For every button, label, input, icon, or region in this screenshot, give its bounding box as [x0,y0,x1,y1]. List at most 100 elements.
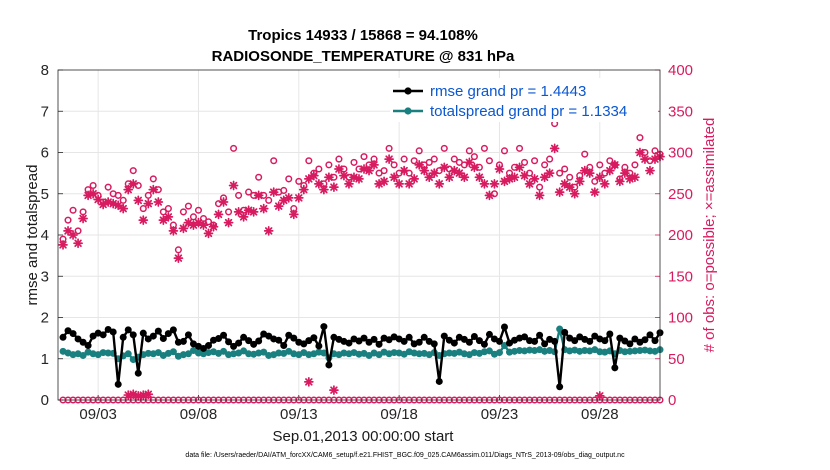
obs-possible-point [144,191,152,199]
obs-assimilated-point-stroke [114,201,122,210]
obs-assimilated-point [253,190,264,201]
obs-assimilated-point [469,162,480,173]
obs-assimilated-point [379,176,389,187]
obs-assimilated-point [620,168,630,178]
obs-assimilated-point [509,172,520,183]
obs-assimilated-point-stroke [510,173,519,181]
rmse-point [230,342,238,350]
obs-possible-point [265,196,273,204]
obs-assimilated-point [444,172,455,183]
y-axis-left-label: rmse and totalspread [24,165,41,306]
obs-possible-point [591,177,599,185]
obs-possible-point [174,246,182,254]
rmse-point [611,364,619,372]
rmse-point [450,339,458,347]
rmse-point [345,339,353,347]
obs-possible-point [159,208,167,216]
obs-low-count-point [143,389,154,400]
obs-assimilated-point [564,182,575,192]
obs-assimilated-point-stroke [601,180,609,188]
rmse-point [220,331,228,339]
obs-possible-point [119,196,127,204]
obs-assimilated-point-stroke [545,169,554,177]
obs-possible-point [465,147,473,155]
rmse-point [169,326,177,334]
x-tick-label: 09/23 [481,406,519,423]
obs-assimilated-point [394,179,404,189]
obs-assimilated-point [68,230,78,240]
obs-assimilated-point [153,197,164,207]
obs-assimilated-point [645,165,655,176]
obs-assimilated-point [489,179,500,189]
rmse-point [475,337,483,345]
obs-assimilated-point-stroke [591,188,599,196]
obs-assimilated-point [479,179,490,189]
obs-possible-point [556,169,564,177]
obs-possible-point [536,183,544,191]
obs-assimilated-point [268,187,279,197]
rmse-point [415,338,423,346]
obs-possible-point [380,167,388,175]
legend-spread-label: totalspread grand pr = 1.1334 [430,103,627,120]
obs-assimilated-point [203,228,214,239]
x-axis-label: Sep.01,2013 00:00:00 start [273,428,455,445]
obs-assimilated-point [73,238,83,249]
y-right-tick-label: 350 [668,103,693,120]
y-right-tick-label: 400 [668,62,693,79]
obs-assimilated-point [604,165,615,176]
obs-possible-point [480,144,488,152]
totalspread-point [516,347,524,354]
rmse-point [184,331,192,339]
obs-possible-point [255,173,263,181]
obs-possible-point [360,153,368,161]
obs-assimilated-point [163,212,174,222]
rmse-point [551,337,559,345]
rmse-point [290,334,298,342]
totalspread-point [495,349,503,357]
obs-assimilated-point [238,212,249,222]
rmse-point [79,338,87,346]
obs-assimilated-point-stroke [320,185,328,194]
obs-assimilated-point-stroke [174,254,183,262]
totalspread-point [320,349,328,357]
rmse-point [646,331,654,339]
x-tick-label: 09/28 [581,406,619,423]
obs-assimilated-point-stroke [475,173,484,181]
obs-low-count-point [303,377,314,387]
obs-possible-point [149,175,157,183]
obs-assimilated-point [529,174,540,184]
rmse-point [400,337,408,345]
obs-assimilated-point [324,172,334,183]
obs-assimilated-point [293,193,304,203]
obs-possible-point [581,150,589,158]
totalspread-point [169,348,177,356]
totalspread-point [99,349,107,357]
rmse-point [134,369,142,377]
obs-assimilated-point-stroke [259,204,268,213]
obs-assimilated-point-stroke [290,210,298,219]
obs-possible-point [189,213,197,221]
obs-assimilated-point-stroke [460,173,469,181]
obs-assimilated-point-stroke [179,224,188,233]
obs-possible-point [430,155,438,163]
rmse-point [74,335,82,343]
obs-assimilated-point [514,162,525,173]
obs-assimilated-point-stroke [390,173,398,181]
y-right-tick-label: 250 [668,186,693,203]
obs-assimilated-point [228,180,239,191]
rmse-point [205,342,212,350]
obs-low-count-point-stroke [134,392,142,400]
obs-assimilated-point [198,220,209,230]
obs-assimilated-point [273,201,284,211]
rmse-point [164,330,172,338]
obs-assimilated-point-stroke [520,171,529,180]
legend-rmse-marker [404,87,412,95]
obs-assimilated-point-stroke [410,175,418,183]
obs-low-count-point-stroke [305,378,313,386]
obs-low-count-point [594,391,605,401]
obs-assimilated-point [123,184,134,195]
rmse-point [601,337,609,345]
rmse-point [310,334,318,342]
obs-assimilated-point-stroke [345,180,353,188]
obs-possible-point [440,144,448,152]
